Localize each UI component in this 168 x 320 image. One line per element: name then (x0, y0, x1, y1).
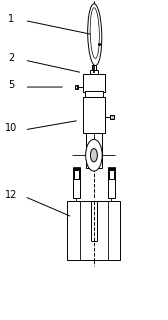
Text: 5: 5 (8, 80, 14, 91)
FancyBboxPatch shape (85, 91, 103, 97)
Text: 1: 1 (8, 14, 14, 24)
Text: 12: 12 (5, 190, 17, 200)
FancyBboxPatch shape (75, 85, 78, 89)
FancyBboxPatch shape (86, 133, 102, 168)
FancyBboxPatch shape (90, 70, 98, 76)
FancyBboxPatch shape (110, 115, 114, 119)
FancyBboxPatch shape (108, 167, 115, 170)
Text: 2: 2 (8, 53, 14, 63)
FancyBboxPatch shape (68, 201, 120, 260)
FancyBboxPatch shape (73, 168, 79, 198)
FancyBboxPatch shape (83, 97, 105, 133)
Ellipse shape (88, 4, 102, 66)
Circle shape (90, 148, 97, 162)
FancyBboxPatch shape (109, 170, 114, 179)
FancyBboxPatch shape (108, 168, 115, 198)
FancyBboxPatch shape (74, 170, 79, 179)
Text: 10: 10 (5, 123, 17, 133)
FancyBboxPatch shape (73, 167, 80, 170)
FancyBboxPatch shape (83, 74, 105, 92)
Ellipse shape (90, 8, 99, 59)
FancyBboxPatch shape (92, 66, 96, 71)
Circle shape (86, 140, 102, 171)
